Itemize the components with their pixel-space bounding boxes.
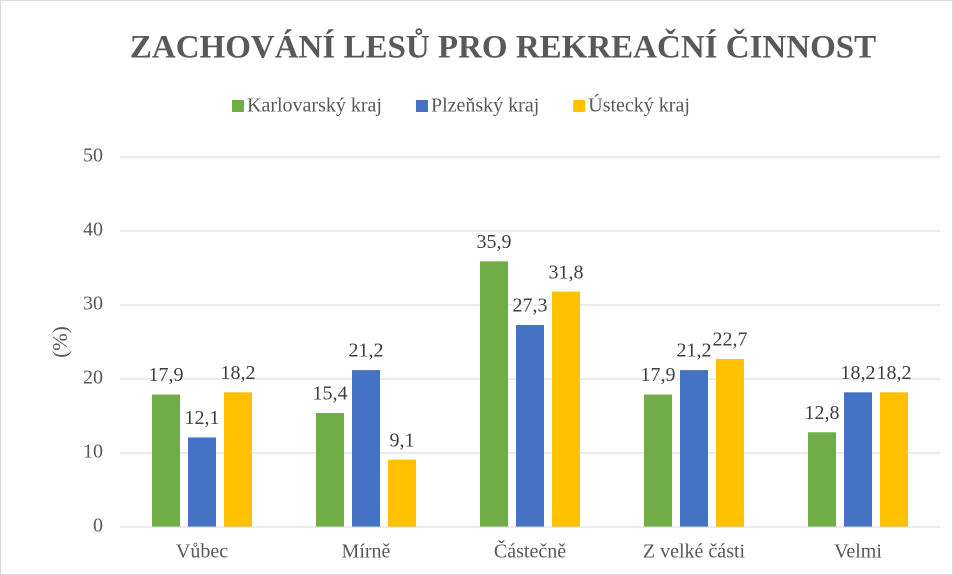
bar (224, 392, 252, 527)
legend-swatch (573, 100, 586, 112)
data-label: 27,3 (513, 295, 548, 317)
x-tick-label: Vůbec (176, 541, 228, 563)
bar (880, 392, 908, 527)
data-label: 17,9 (149, 364, 184, 386)
bar (516, 324, 544, 527)
legend-label: Ústecký kraj (588, 93, 690, 117)
y-tick-label: 50 (83, 145, 103, 167)
bar (552, 291, 580, 527)
y-axis-label: (%) (48, 326, 72, 357)
bar (188, 437, 216, 527)
data-label: 18,2 (221, 362, 256, 384)
legend-label: Plzeňský kraj (431, 95, 539, 117)
data-label: 18,2 (877, 362, 912, 384)
legend-swatch (232, 100, 244, 112)
bar (680, 370, 708, 527)
y-tick-label: 30 (83, 293, 103, 315)
y-tick-label: 20 (83, 367, 103, 389)
bar (644, 394, 672, 527)
legend-label: Karlovarský kraj (247, 95, 382, 117)
data-label: 22,7 (713, 329, 748, 351)
bar (808, 432, 836, 527)
chart-title: ZACHOVÁNÍ LESŮ PRO REKREAČNÍ ČINNOST (130, 27, 876, 66)
x-tick-label: Velmi (834, 541, 882, 563)
data-label: 17,9 (641, 364, 676, 386)
data-label: 15,4 (313, 383, 348, 405)
y-tick-label: 40 (83, 219, 103, 241)
bar (716, 359, 744, 527)
bar (388, 459, 416, 527)
y-tick-label: 0 (93, 515, 103, 537)
data-label: 21,2 (677, 340, 712, 362)
legend-swatch (415, 100, 428, 112)
x-tick-label: Mírně (342, 541, 391, 563)
data-label: 35,9 (477, 231, 512, 253)
data-label: 31,8 (549, 261, 584, 283)
data-label: 18,2 (841, 362, 876, 384)
x-tick-label: Částečně (494, 539, 566, 563)
data-label: 12,1 (185, 407, 220, 429)
x-tick-label: Z velké části (643, 541, 746, 563)
data-label: 9,1 (390, 429, 415, 451)
data-label: 12,8 (805, 402, 840, 424)
y-tick-label: 10 (83, 441, 103, 463)
bar (480, 261, 508, 527)
bar (316, 413, 344, 527)
data-label: 21,2 (349, 340, 384, 362)
bar (352, 370, 380, 527)
bar (844, 392, 872, 527)
bar (152, 394, 180, 527)
